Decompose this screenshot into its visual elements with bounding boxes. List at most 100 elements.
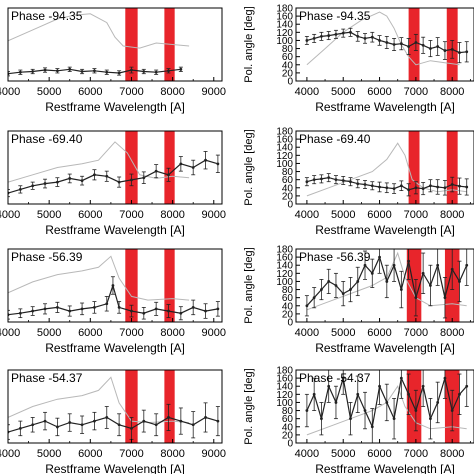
- y-tick-label: 0: [287, 200, 293, 211]
- data-point: [216, 307, 220, 311]
- y-tick-label: 40: [282, 422, 294, 433]
- y-tick-label: 140: [276, 20, 293, 31]
- data-point: [93, 306, 96, 309]
- data-point: [68, 421, 72, 424]
- data-point: [204, 309, 207, 313]
- data-point: [31, 70, 35, 73]
- x-tick-label: 4000: [295, 209, 319, 221]
- data-point: [105, 416, 109, 419]
- x-tick-label: 7000: [119, 448, 143, 460]
- x-tick-label: 5000: [331, 327, 355, 339]
- data-point: [179, 67, 183, 71]
- plot-area: [8, 370, 220, 443]
- y-tick-label: 20: [282, 430, 294, 441]
- red-band: [125, 8, 138, 81]
- data-point: [356, 392, 360, 396]
- phase-label: Phase -69.40: [299, 132, 371, 146]
- data-point: [18, 70, 22, 74]
- data-point: [93, 419, 96, 423]
- data-point: [363, 409, 367, 412]
- y-tick-label: 100: [276, 277, 293, 288]
- data-point: [327, 176, 331, 180]
- data-point: [392, 187, 396, 190]
- x-tick-label: 5000: [37, 86, 61, 98]
- data-point: [179, 311, 183, 315]
- y-tick-label: 180: [276, 366, 293, 377]
- data-point: [370, 271, 374, 275]
- y-tick-label: 180: [276, 245, 293, 256]
- data-point: [370, 184, 374, 188]
- data-point: [154, 307, 158, 311]
- data-point: [31, 423, 35, 427]
- data-point: [154, 70, 158, 74]
- data-point: [341, 31, 345, 35]
- y-tick-label: 60: [282, 414, 294, 425]
- data-point: [458, 392, 461, 396]
- y-tick-label: 140: [276, 143, 293, 154]
- y-tick-label: 0: [287, 318, 293, 329]
- data-point: [117, 180, 121, 184]
- data-point: [407, 392, 411, 396]
- data-point: [80, 70, 84, 73]
- data-point: [216, 419, 220, 423]
- data-point: [105, 302, 109, 306]
- x-axis-label: Restframe Wavelength [A]: [45, 223, 185, 237]
- x-tick-label: 7000: [119, 327, 143, 339]
- x-axis-label: Restframe Wavelength [A]: [45, 341, 185, 355]
- y-tick-label: 140: [276, 382, 293, 393]
- data-point: [349, 288, 352, 291]
- y-tick-label: 40: [282, 60, 294, 71]
- y-tick-label: 40: [282, 183, 294, 194]
- panel-ang_phase_m54: 4000 5000 6000 7000 8000 Restframe Wavelength…: [243, 366, 474, 474]
- x-tick-label: 6000: [367, 448, 391, 460]
- data-point: [465, 185, 469, 189]
- data-point: [327, 280, 331, 283]
- data-point: [349, 180, 352, 184]
- data-point: [154, 423, 158, 427]
- data-point: [305, 409, 309, 412]
- data-point: [312, 178, 316, 182]
- x-tick-label: 8000: [440, 327, 464, 339]
- y-tick-label: 100: [276, 159, 293, 170]
- data-point: [105, 70, 109, 74]
- x-tick-label: 8000: [160, 209, 184, 221]
- plot-area: [304, 249, 469, 322]
- data-point: [18, 311, 22, 315]
- y-tick-label: 80: [282, 406, 294, 417]
- y-tick-label: 180: [276, 127, 293, 138]
- y-tick-label: 140: [276, 261, 293, 272]
- data-point: [341, 376, 345, 380]
- data-point: [363, 263, 367, 267]
- x-tick-label: 9000: [202, 448, 226, 460]
- data-point: [392, 263, 396, 267]
- data-point: [429, 284, 432, 287]
- data-point: [68, 67, 72, 71]
- data-point: [378, 39, 381, 42]
- data-point: [341, 179, 345, 182]
- data-point: [68, 309, 72, 313]
- x-tick-label: 4000: [0, 448, 20, 460]
- y-tick-label: 100: [276, 398, 293, 409]
- plot-area: [8, 8, 190, 81]
- y-tick-label: 20: [282, 68, 294, 79]
- data-point: [429, 417, 432, 421]
- y-tick-label: 20: [282, 191, 294, 202]
- y-tick-label: 0: [287, 439, 293, 450]
- y-tick-label: 160: [276, 135, 293, 146]
- data-point: [356, 182, 360, 186]
- red-band: [125, 249, 138, 322]
- plot-area: [304, 370, 469, 443]
- data-point: [55, 306, 59, 309]
- data-point: [43, 68, 47, 72]
- x-tick-label: 6000: [78, 209, 102, 221]
- data-point: [392, 43, 396, 46]
- data-point: [68, 177, 72, 180]
- phase-label: Phase -56.39: [11, 250, 83, 264]
- y-tick-label: 80: [282, 44, 294, 55]
- data-point: [363, 37, 367, 40]
- data-point: [414, 296, 418, 300]
- data-point: [436, 45, 440, 48]
- x-tick-label: 8000: [160, 448, 184, 460]
- data-point: [458, 184, 461, 188]
